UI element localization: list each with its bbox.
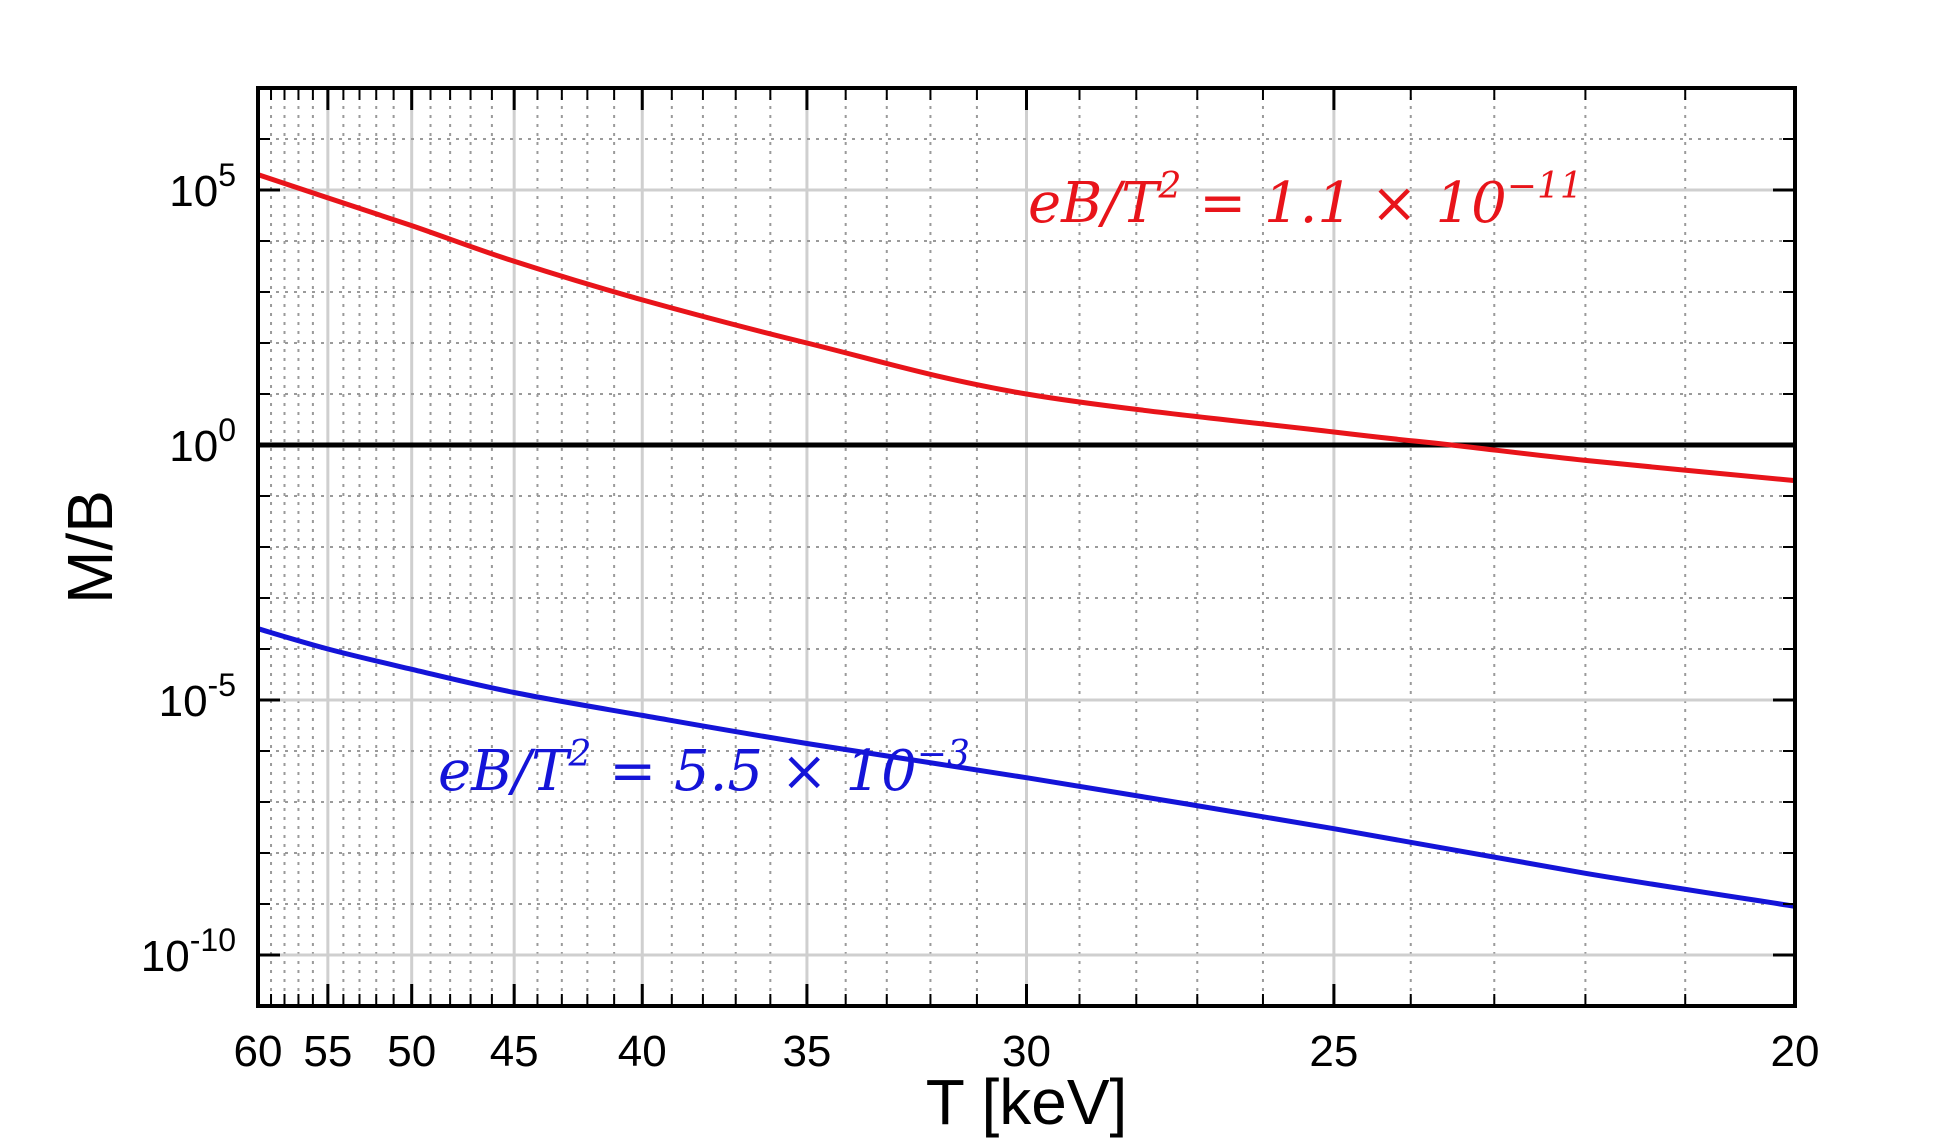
y-tick-label: 10-10 bbox=[141, 922, 236, 981]
y-tick-label: 100 bbox=[169, 412, 236, 471]
series-line-blue bbox=[257, 626, 1796, 909]
annotation-blue-text: eB/T bbox=[438, 739, 572, 804]
x-tick-label: 30 bbox=[1002, 1027, 1051, 1076]
annotation-red-value: = 1.1 × 10 bbox=[1181, 171, 1506, 236]
x-tick-label: 20 bbox=[1771, 1027, 1820, 1076]
annotation-red-text: eB/T bbox=[1028, 171, 1162, 236]
y-tick-label-base: 10 bbox=[169, 167, 218, 216]
plot-frame bbox=[256, 86, 1797, 1008]
annotation-red: eB/T2 = 1.1 × 10−11 bbox=[1028, 166, 1583, 236]
y-tick-label-exponent: 5 bbox=[218, 157, 236, 193]
x-tick-label: 25 bbox=[1309, 1027, 1358, 1076]
y-axis-label: M/B bbox=[54, 490, 126, 604]
y-tick-label-exponent: -5 bbox=[208, 667, 236, 703]
y-tick-label-exponent: 0 bbox=[218, 412, 236, 448]
x-tick-label: 50 bbox=[387, 1027, 436, 1076]
x-tick-label: 40 bbox=[618, 1027, 667, 1076]
x-tick-label: 35 bbox=[782, 1027, 831, 1076]
annotation-red-sup1: 2 bbox=[1158, 166, 1182, 207]
y-tick-label-exponent: -10 bbox=[190, 922, 236, 958]
annotation-blue-exponent: −3 bbox=[917, 734, 970, 775]
x-axis-label: T [keV] bbox=[926, 1066, 1128, 1138]
annotation-blue: eB/T2 = 5.5 × 10−3 bbox=[438, 734, 970, 804]
y-tick-label: 105 bbox=[169, 157, 236, 216]
series-line-red bbox=[257, 172, 1796, 484]
annotation-blue-value: = 5.5 × 10 bbox=[591, 739, 916, 804]
y-tick-label-base: 10 bbox=[169, 422, 218, 471]
x-tick-label: 55 bbox=[303, 1027, 352, 1076]
x-tick-label: 45 bbox=[490, 1027, 539, 1076]
annotation-blue-sup1: 2 bbox=[568, 734, 592, 775]
annotation-red-exponent: −11 bbox=[1507, 166, 1583, 207]
y-tick-label-base: 10 bbox=[159, 677, 208, 726]
x-tick-label: 60 bbox=[234, 1027, 283, 1076]
series-lines bbox=[257, 172, 1796, 909]
y-tick-label-base: 10 bbox=[141, 932, 190, 981]
y-tick-label: 10-5 bbox=[159, 667, 236, 726]
